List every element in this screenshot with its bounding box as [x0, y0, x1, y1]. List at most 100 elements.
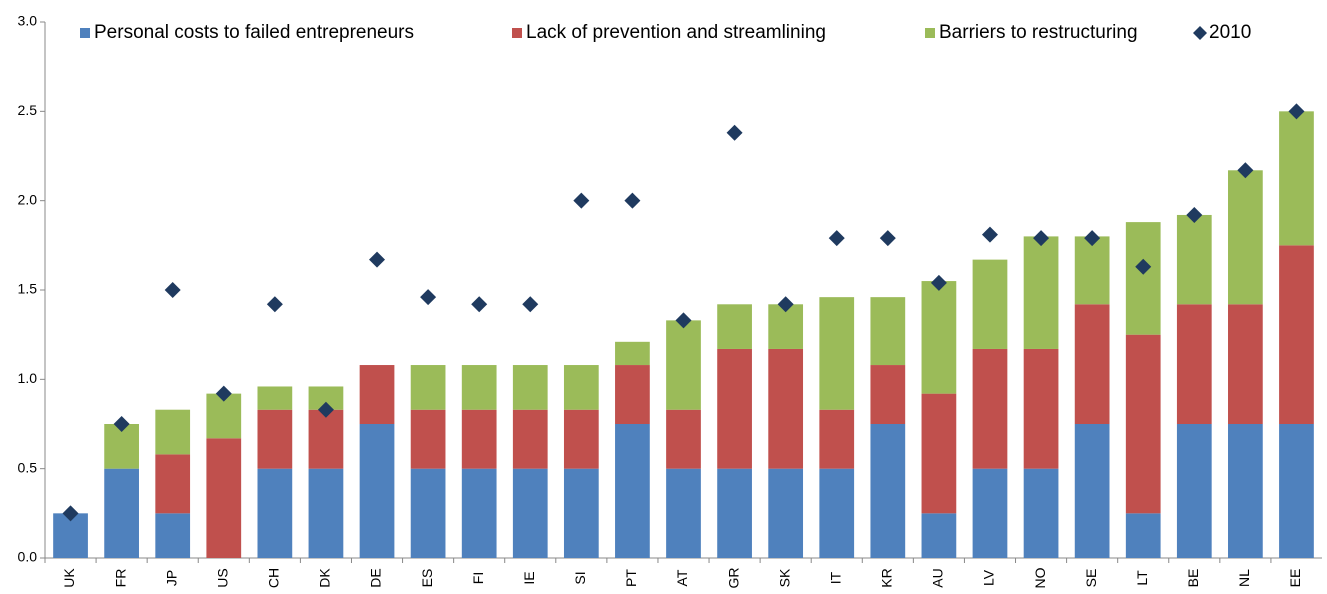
marker	[471, 296, 488, 313]
bar-segment	[717, 348, 752, 469]
y-tick-label: 3.0	[18, 13, 38, 29]
bar-segment	[410, 365, 446, 410]
x-tick-label: JP	[163, 570, 179, 586]
marker	[981, 226, 998, 243]
x-tick-label: BE	[1185, 569, 1201, 588]
legend-swatch	[80, 28, 90, 38]
bar-segment	[717, 468, 752, 558]
bar-segment	[1074, 304, 1110, 424]
bar-segment	[768, 468, 804, 558]
bar-segment	[512, 409, 548, 469]
x-tick-label: NO	[1032, 567, 1048, 588]
y-tick-label: 1.0	[18, 370, 38, 386]
bar-segment	[206, 438, 242, 558]
bar-segment	[359, 424, 395, 558]
marker	[215, 385, 232, 402]
bar-segment	[972, 468, 1008, 558]
bar-segment	[1228, 304, 1263, 424]
bar-segment	[257, 409, 293, 469]
x-tick-label: LV	[981, 569, 997, 586]
legend-swatch	[512, 28, 522, 38]
x-tick-label: AU	[930, 568, 946, 587]
bar-segment	[1279, 424, 1314, 558]
x-tick-label: NL	[1236, 569, 1252, 587]
x-tick-label: LT	[1134, 570, 1150, 586]
x-tick-label: SI	[572, 571, 588, 584]
bar-segment	[308, 409, 344, 469]
x-tick-label: CH	[266, 568, 282, 588]
bar-segment	[359, 365, 395, 424]
bar-segment	[1023, 236, 1059, 349]
marker	[624, 192, 641, 209]
legend-label: Personal costs to failed entrepreneurs	[94, 22, 414, 43]
bar-segment	[1023, 468, 1059, 558]
bar-segment	[563, 468, 599, 558]
marker	[1237, 162, 1254, 179]
marker	[726, 124, 743, 141]
bar-segment	[1074, 424, 1110, 558]
bar-segment	[666, 468, 701, 558]
bar-segment	[1125, 334, 1161, 514]
x-tick-label: US	[214, 568, 230, 587]
marker	[317, 401, 334, 418]
bar-segment	[461, 468, 497, 558]
bar-segment	[666, 320, 701, 410]
bar-segment	[563, 409, 599, 469]
legend-swatch	[925, 28, 935, 38]
bar-segment	[615, 365, 650, 424]
marker	[420, 289, 437, 306]
marker	[1288, 103, 1305, 120]
marker	[62, 505, 79, 522]
bar-segment	[1125, 222, 1161, 335]
bar-segment	[257, 386, 293, 410]
marker	[1084, 230, 1101, 247]
x-tick-label: UK	[61, 568, 77, 588]
marker	[522, 296, 539, 313]
bar-segment	[308, 468, 344, 558]
marker	[930, 274, 947, 291]
marker	[1186, 206, 1203, 223]
x-tick-label: SK	[776, 568, 792, 587]
bar-segment	[615, 341, 650, 366]
x-tick-label: AT	[674, 569, 690, 586]
y-tick-label: 2.0	[18, 191, 38, 207]
bar-segment	[921, 281, 957, 394]
marker	[675, 312, 692, 329]
bar-segment	[1279, 111, 1314, 246]
bar-segment	[461, 365, 497, 410]
marker	[828, 230, 845, 247]
bar-segment	[155, 454, 191, 514]
marker	[1135, 258, 1152, 275]
bar-segment	[921, 393, 957, 514]
x-tick-label: KR	[879, 568, 895, 587]
legend-marker	[1193, 26, 1207, 40]
bar-segment	[461, 409, 497, 469]
x-tick-label: DK	[317, 568, 333, 588]
bar-segment	[666, 409, 701, 469]
bar-segment	[410, 468, 446, 558]
marker	[879, 230, 896, 247]
marker	[777, 296, 794, 313]
bar-segment	[512, 365, 548, 410]
y-tick-label: 2.5	[18, 102, 38, 118]
bar-segment	[819, 297, 855, 410]
y-tick-label: 1.5	[18, 281, 38, 297]
y-tick-label: 0.5	[18, 459, 38, 475]
bar-segment	[921, 513, 957, 558]
x-tick-label: PT	[623, 569, 639, 587]
bar-segment	[768, 348, 804, 469]
bar-segment	[615, 424, 650, 558]
bar-segment	[1023, 348, 1059, 469]
bar-segment	[1176, 424, 1212, 558]
marker	[266, 296, 283, 313]
x-tick-label: IE	[521, 571, 537, 584]
bar-segment	[512, 468, 548, 558]
marker	[1033, 230, 1050, 247]
x-tick-label: DE	[368, 568, 384, 587]
bar-segment	[1125, 513, 1161, 558]
legend-label: Lack of prevention and streamlining	[526, 22, 826, 43]
bar-segment	[1279, 245, 1314, 424]
y-tick-label: 0.0	[18, 549, 38, 565]
bar-segment	[819, 409, 855, 469]
